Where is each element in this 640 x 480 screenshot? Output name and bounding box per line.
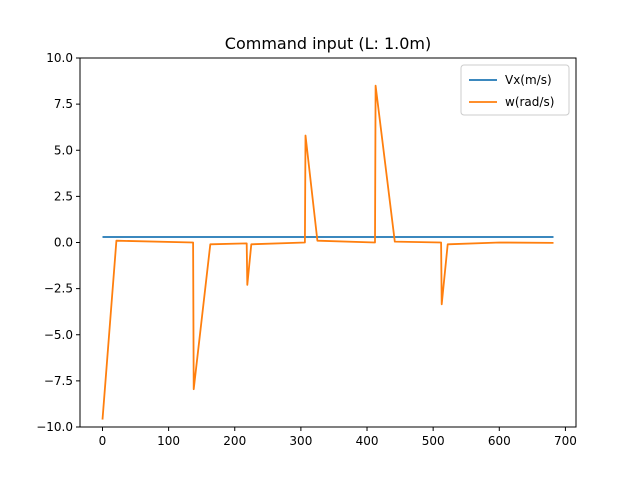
chart-title: Command input (L: 1.0m) [225, 34, 431, 53]
x-tick-label: 700 [554, 434, 577, 448]
legend: Vx(m/s) w(rad/s) [460, 64, 570, 116]
x-tick-label: 600 [488, 434, 511, 448]
x-tick-label: 0 [99, 434, 107, 448]
y-tick-label: 0.0 [54, 236, 73, 250]
y-tick-label: 10.0 [46, 51, 73, 65]
series-line-1 [101, 84, 554, 420]
x-tick-label: 400 [356, 434, 379, 448]
plot-area: 0 100 200 300 400 500 600 700 −10.0 −7.5 −5.0 −2.5… [36, 51, 577, 448]
x-axis: 0 100 200 300 400 500 600 700 [99, 427, 577, 448]
y-tick-label: 7.5 [54, 97, 73, 111]
legend-label: w(rad/s) [505, 95, 554, 109]
y-tick-label: 5.0 [54, 143, 73, 157]
y-tick-label: −5.0 [44, 328, 73, 342]
y-tick-label: 2.5 [54, 189, 73, 203]
x-tick-label: 500 [422, 434, 445, 448]
x-tick-label: 200 [223, 434, 246, 448]
x-tick-label: 100 [157, 434, 180, 448]
y-tick-label: −2.5 [44, 282, 73, 296]
y-tick-label: −7.5 [44, 374, 73, 388]
x-tick-label: 300 [289, 434, 312, 448]
y-tick-label: −10.0 [36, 420, 73, 434]
y-axis: −10.0 −7.5 −5.0 −2.5 0.0 2.5 5.0 7.5 10.0 [36, 51, 80, 434]
legend-label: Vx(m/s) [505, 73, 552, 87]
series-layer [101, 84, 554, 420]
